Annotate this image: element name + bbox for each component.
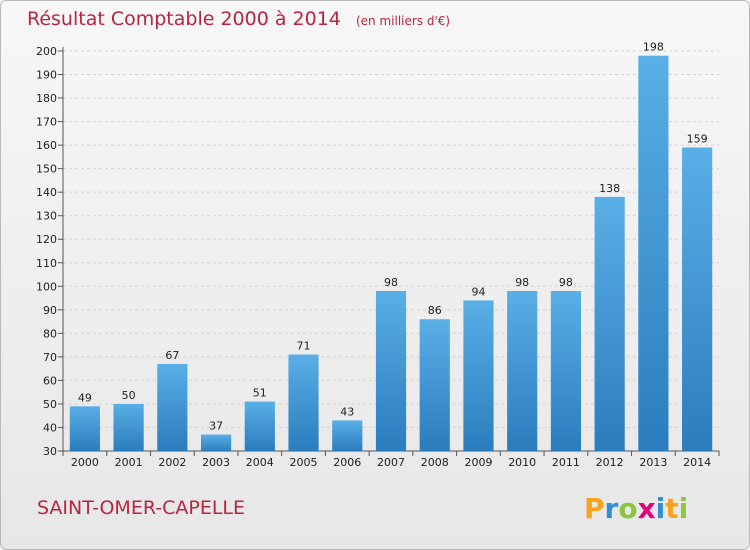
y-tick-label: 180	[36, 92, 57, 105]
y-tick-label: 160	[36, 139, 57, 152]
bar-2004	[244, 401, 275, 451]
bar-2006	[332, 420, 363, 451]
y-tick-label: 70	[43, 351, 57, 364]
logo-letter: r	[605, 492, 619, 525]
y-tick-label: 100	[36, 280, 57, 293]
logo-letter: t	[665, 492, 678, 525]
y-tick-label: 110	[36, 257, 57, 270]
x-tick-label: 2009	[464, 456, 492, 469]
y-tick-label: 60	[43, 374, 57, 387]
x-tick-label: 2008	[421, 456, 449, 469]
data-label-2011: 98	[559, 276, 573, 289]
data-label-2006: 43	[340, 405, 354, 418]
x-tick-label: 2004	[246, 456, 274, 469]
x-tick-label: 2006	[333, 456, 361, 469]
y-tick-label: 190	[36, 69, 57, 82]
bar-2007	[375, 291, 407, 451]
logo-letter: i	[656, 492, 666, 525]
data-label-2007: 98	[384, 276, 398, 289]
y-tick-label: 50	[43, 398, 57, 411]
proxiti-logo-text: Proxiti	[584, 492, 688, 525]
data-label-2008: 86	[428, 304, 442, 317]
chart-title: Résultat Comptable 2000 à 2014 (en milli…	[27, 8, 450, 30]
chart-title-text: Résultat Comptable 2000 à 2014	[27, 8, 341, 30]
x-tick-label: 2001	[115, 456, 143, 469]
data-label-2002: 67	[165, 349, 179, 362]
data-label-2009: 94	[471, 285, 485, 298]
data-label-2005: 71	[297, 340, 311, 353]
bar-2012	[594, 196, 625, 451]
y-tick-label: 80	[43, 327, 57, 340]
bar-2011	[550, 291, 582, 451]
y-tick-label: 120	[36, 233, 57, 246]
logo-letter: i	[679, 492, 689, 525]
data-label-2001: 50	[122, 389, 136, 402]
bar-2014	[682, 147, 713, 451]
y-tick-label: 30	[43, 445, 57, 458]
logo-letter: o	[618, 492, 637, 525]
bar-2009	[463, 300, 494, 451]
logo-letter: P	[584, 492, 605, 525]
bar-2008	[419, 319, 450, 451]
bar-2010	[507, 291, 538, 451]
logo-letter: x	[638, 492, 656, 525]
x-tick-label: 2014	[683, 456, 711, 469]
data-label-2004: 51	[253, 387, 267, 400]
commune-name: SAINT-OMER-CAPELLE	[37, 497, 245, 519]
bar-2002	[157, 363, 188, 451]
y-tick-label: 130	[36, 210, 57, 223]
labels: 49 50 67 37 51 71 43 98 86 94 98 98 138 198 159	[78, 41, 708, 433]
bar-2005	[288, 354, 319, 451]
data-label-2014: 159	[687, 132, 708, 145]
x-tick-label: 2007	[377, 456, 405, 469]
y-tick-label: 90	[43, 304, 57, 317]
y-tick-label: 140	[36, 186, 57, 199]
bar-2001	[113, 403, 144, 451]
y-tick-label: 170	[36, 116, 57, 129]
x-tick-label: 2011	[552, 456, 580, 469]
bar-2000	[69, 406, 100, 451]
bar-2013	[638, 55, 669, 452]
data-label-2013: 198	[643, 41, 664, 54]
proxiti-logo: Proxiti	[584, 492, 688, 525]
data-label-2012: 138	[599, 182, 620, 195]
x-tick-label: 2012	[596, 456, 624, 469]
data-label-2000: 49	[78, 391, 92, 404]
y-tick-label: 150	[36, 163, 57, 176]
y-tick-label: 200	[36, 45, 57, 58]
x-tick-label: 2005	[290, 456, 318, 469]
chart-unit-text: (en milliers d'€)	[356, 14, 450, 28]
y-tick-label: 40	[43, 421, 57, 434]
bars	[69, 55, 713, 452]
x-tick-label: 2000	[71, 456, 99, 469]
x-tick-label: 2003	[202, 456, 230, 469]
bar-2003	[200, 434, 232, 451]
data-label-2010: 98	[515, 276, 529, 289]
x-tick-label: 2010	[508, 456, 536, 469]
x-tick-label: 2002	[158, 456, 186, 469]
data-label-2003: 37	[209, 420, 223, 433]
x-tick-label: 2013	[639, 456, 667, 469]
